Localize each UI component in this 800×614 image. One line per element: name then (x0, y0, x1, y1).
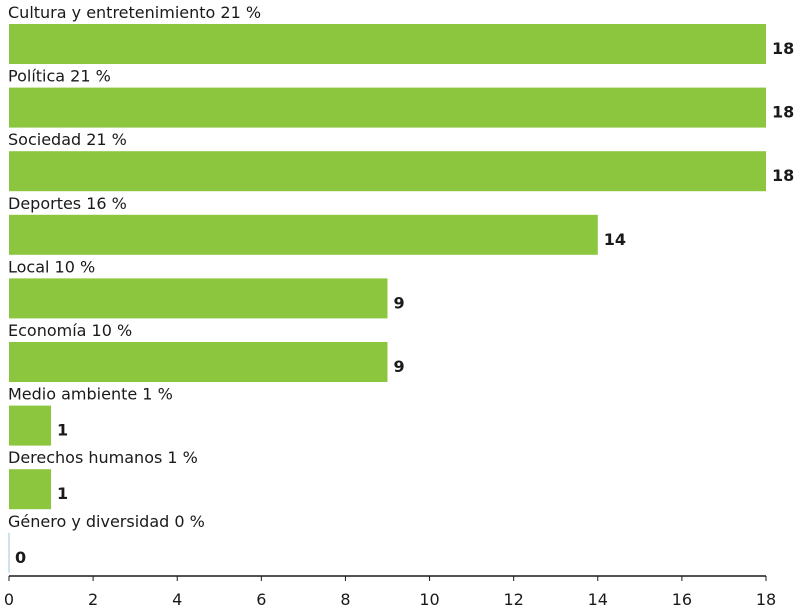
bar-group: Local 10 % 9 (8, 257, 405, 319)
bar-group: Cultura y entretenimiento 21 % 18 (8, 3, 794, 64)
x-tick-label: 14 (588, 590, 608, 609)
category-label: Medio ambiente 1 % (8, 385, 173, 404)
category-label: Género y diversidad 0 % (8, 512, 205, 531)
x-tick-label: 10 (419, 590, 439, 609)
bar (9, 151, 766, 192)
bar (9, 24, 766, 64)
category-label: Política 21 % (8, 67, 111, 86)
bar-group: Economía 10 % 9 (8, 321, 405, 382)
category-label: Local 10 % (8, 257, 95, 276)
x-tick-label: 12 (503, 590, 523, 609)
bar (9, 342, 388, 382)
category-label: Deportes 16 % (8, 194, 127, 213)
value-label: 1 (57, 484, 68, 503)
value-label: 1 (57, 421, 68, 440)
bar (9, 87, 766, 128)
category-label: Derechos humanos 1 % (8, 448, 198, 467)
category-label: Economía 10 % (8, 321, 132, 340)
x-tick-label: 2 (88, 590, 98, 609)
bar-group: Género y diversidad 0 % 0 (8, 512, 205, 573)
value-label: 0 (15, 548, 26, 567)
x-tick-label: 0 (4, 590, 14, 609)
bars-layer: Cultura y entretenimiento 21 %18Política… (8, 3, 794, 573)
bar-group: Derechos humanos 1 % 1 (8, 448, 198, 510)
value-label: 18 (772, 39, 794, 58)
x-tick-label: 18 (756, 590, 776, 609)
bar-group: Sociedad 21 % 18 (8, 130, 794, 192)
value-label: 9 (394, 293, 405, 312)
x-tick-label: 6 (256, 590, 266, 609)
x-tick-label: 8 (340, 590, 350, 609)
category-label: Cultura y entretenimiento 21 % (8, 3, 261, 22)
bar (9, 469, 52, 510)
value-label: 14 (604, 230, 626, 249)
bar (9, 278, 388, 319)
value-label: 9 (394, 357, 405, 376)
category-label: Sociedad 21 % (8, 130, 127, 149)
bar-group: Deportes 16 % 14 (8, 194, 626, 255)
x-tick-label: 4 (172, 590, 182, 609)
x-axis: 0 2 4 6 8 10 12 14 16 18 (4, 575, 776, 609)
x-tick-label: 16 (672, 590, 692, 609)
bar (9, 405, 52, 446)
bar-group: Política 21 % 18 (8, 67, 794, 128)
bar-group: Medio ambiente 1 % 1 (8, 385, 173, 446)
bar (9, 214, 598, 255)
value-label: 18 (772, 103, 794, 122)
value-label: 18 (772, 166, 794, 185)
